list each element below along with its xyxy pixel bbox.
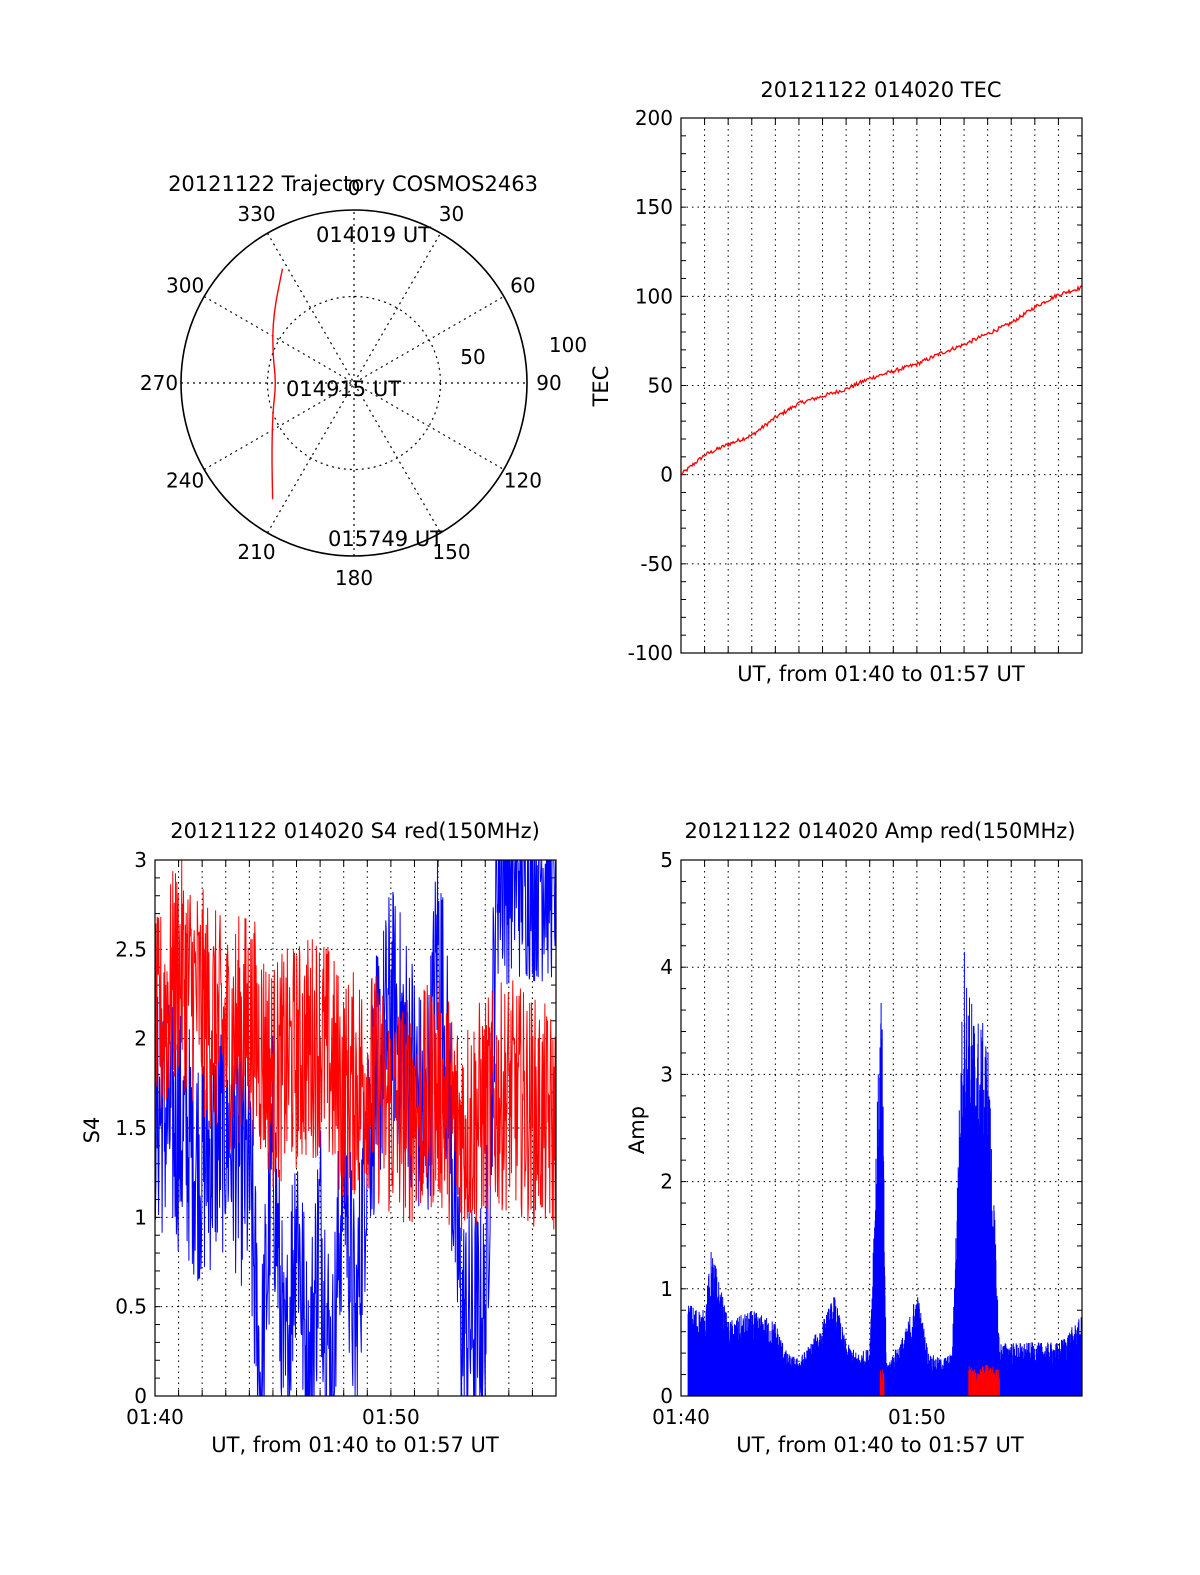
polar-spoke bbox=[203, 295, 505, 471]
polar-angle-label: 150 bbox=[432, 540, 470, 564]
annotation-start-time: 014019 UT bbox=[316, 223, 431, 247]
y-tick-label: 2 bbox=[660, 1170, 673, 1194]
y-tick-label: 4 bbox=[660, 955, 673, 979]
polar-grid bbox=[180, 209, 528, 557]
y-tick-label: 0 bbox=[660, 463, 673, 487]
y-tick-label: 1 bbox=[660, 1277, 673, 1301]
y-tick-label: 50 bbox=[648, 374, 673, 398]
s4-red-series-line bbox=[154, 859, 557, 1241]
polar-angle-label: 300 bbox=[166, 274, 204, 298]
polar-angle-label: 90 bbox=[536, 371, 561, 395]
amp-y-label: Amp bbox=[625, 1106, 649, 1154]
polar-angle-label: 180 bbox=[335, 566, 373, 590]
tec-panel: 20121122 014020 TEC -100-50050100150200 … bbox=[589, 78, 1083, 686]
polar-angle-label: 0 bbox=[348, 176, 361, 200]
polar-angle-label: 240 bbox=[166, 469, 204, 493]
polar-angle-label: 120 bbox=[504, 469, 542, 493]
x-tick-label: 01:40 bbox=[652, 1405, 710, 1429]
trajectory-panel: 20121122 Trajectory COSMOS2463 0 30 60 90 12… bbox=[140, 172, 587, 590]
polar-angle-label: 60 bbox=[510, 274, 535, 298]
y-tick-label: -50 bbox=[640, 552, 673, 576]
amp-red-series bbox=[879, 1365, 1000, 1396]
radial-label-50: 50 bbox=[460, 345, 485, 369]
tec-title: 20121122 014020 TEC bbox=[760, 78, 1001, 102]
tec-plot-frame bbox=[680, 117, 1083, 654]
amp-blue-series bbox=[687, 951, 1083, 1396]
trajectory-title: 20121122 Trajectory COSMOS2463 bbox=[168, 172, 538, 196]
s4-plot-frame bbox=[154, 859, 557, 1397]
polar-angle-label: 330 bbox=[237, 202, 275, 226]
s4-title: 20121122 014020 S4 red(150MHz) bbox=[170, 819, 540, 843]
s4-panel: 20121122 014020 S4 red(150MHz) 0 0.5 1 1.5 2… bbox=[80, 819, 557, 1457]
amp-plot-frame bbox=[680, 859, 1083, 1397]
y-tick-label: 1 bbox=[134, 1205, 147, 1229]
amp-panel: 20121122 014020 Amp red(150MHz) 0 1 2 3 4 5 0… bbox=[625, 819, 1083, 1457]
tec-x-label: UT, from 01:40 to 01:57 UT bbox=[737, 662, 1025, 686]
y-tick-label: 3 bbox=[660, 1062, 673, 1086]
amp-x-label: UT, from 01:40 to 01:57 UT bbox=[736, 1433, 1024, 1457]
annotation-end-time: 015749 UT bbox=[328, 527, 443, 551]
y-tick-label: 3 bbox=[134, 848, 147, 872]
y-tick-label: 150 bbox=[635, 195, 673, 219]
s4-y-ticks: 0 0.5 1 1.5 2 2.5 3 bbox=[115, 848, 147, 1408]
polar-angle-label: 30 bbox=[439, 202, 464, 226]
annotation-mid-time: 014915 UT bbox=[286, 377, 401, 401]
amp-x-ticks: 01:40 01:50 bbox=[652, 1405, 946, 1429]
y-tick-label: 200 bbox=[635, 106, 673, 130]
x-tick-label: 01:50 bbox=[362, 1405, 420, 1429]
y-tick-label: 0 bbox=[660, 1384, 673, 1408]
trajectory-line bbox=[271, 268, 284, 500]
amp-title: 20121122 014020 Amp red(150MHz) bbox=[684, 819, 1075, 843]
y-tick-label: 5 bbox=[660, 848, 673, 872]
radial-label-100: 100 bbox=[549, 333, 587, 357]
y-tick-label: 2.5 bbox=[115, 937, 147, 961]
polar-angle-label: 270 bbox=[140, 371, 178, 395]
s4-x-ticks: 01:40 01:50 bbox=[126, 1405, 420, 1429]
s4-y-label: S4 bbox=[80, 1117, 104, 1144]
tec-y-ticks: -100 -50 0 50 100 150 200 bbox=[628, 106, 673, 665]
polar-angle-labels: 0 30 60 90 120 150 180 210 240 270 300 330 bbox=[140, 176, 562, 590]
amp-y-ticks: 0 1 2 3 4 5 bbox=[660, 848, 673, 1408]
y-tick-label: 100 bbox=[635, 284, 673, 308]
x-tick-label: 01:40 bbox=[126, 1405, 184, 1429]
x-tick-label: 01:50 bbox=[888, 1405, 946, 1429]
y-tick-label: -100 bbox=[628, 641, 673, 665]
y-tick-label: 0 bbox=[134, 1384, 147, 1408]
y-tick-label: 1.5 bbox=[115, 1116, 147, 1140]
y-tick-label: 2 bbox=[134, 1027, 147, 1051]
s4-x-label: UT, from 01:40 to 01:57 UT bbox=[211, 1433, 499, 1457]
polar-angle-label: 210 bbox=[237, 540, 275, 564]
tec-y-label: TEC bbox=[589, 366, 613, 408]
tec-series-line bbox=[680, 284, 1083, 476]
y-tick-label: 0.5 bbox=[115, 1295, 147, 1319]
polar-spoke bbox=[203, 295, 505, 471]
tec-grid bbox=[680, 117, 1083, 654]
polar-spoke bbox=[266, 232, 442, 534]
polar-spoke bbox=[266, 232, 442, 534]
